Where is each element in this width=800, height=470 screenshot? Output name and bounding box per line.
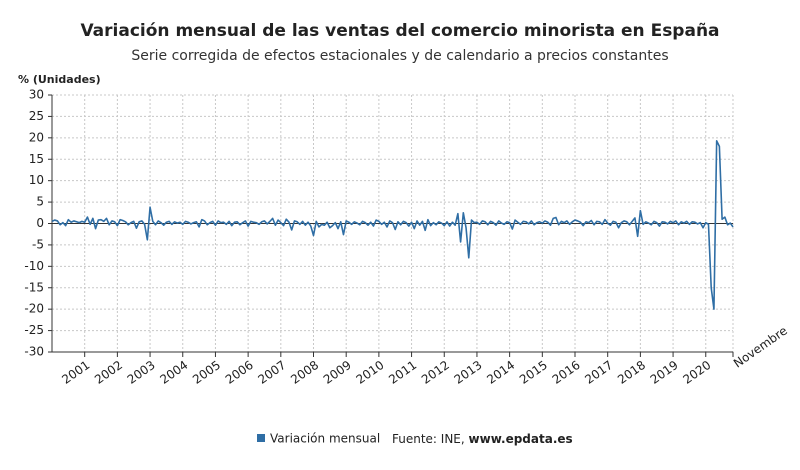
x-tick-label: 2014	[484, 358, 517, 387]
y-tick-label: -5	[32, 237, 44, 251]
x-tick-label: Novembre	[731, 323, 790, 370]
data-line	[51, 140, 734, 310]
x-tick-label: 2008	[288, 358, 321, 387]
source-site: www.epdata.es	[469, 432, 573, 446]
y-tick-label: -20	[24, 302, 44, 316]
y-tick-label: -10	[24, 259, 44, 273]
y-tick-label: -25	[24, 323, 44, 337]
x-tick-label: 2007	[255, 358, 288, 387]
y-tick-label: 15	[29, 152, 44, 166]
source: Fuente: INE, www.epdata.es	[392, 432, 573, 446]
y-tick-label: 0	[36, 216, 44, 230]
legend-label: Variación mensual	[270, 432, 380, 446]
x-tick-label: 2013	[452, 358, 485, 387]
x-tick-label: 2011	[386, 358, 419, 387]
x-tick-label: 2018	[615, 358, 648, 387]
legend-swatch	[257, 434, 265, 442]
x-tick-label: 2005	[190, 358, 223, 387]
source-label: Fuente: INE,	[392, 432, 465, 446]
x-tick-label: 2015	[517, 358, 550, 387]
x-tick-label: 2016	[550, 358, 583, 387]
y-tick-label: -30	[24, 345, 44, 359]
x-tick-label: 2009	[321, 358, 354, 387]
y-tick-label: 20	[29, 130, 44, 144]
x-tick-label: 2001	[59, 358, 92, 387]
y-tick-label: 5	[36, 195, 44, 209]
x-tick-label: 2017	[582, 358, 615, 387]
x-tick-label: 2003	[125, 358, 158, 387]
x-tick-label: 2010	[354, 358, 387, 387]
y-tick-label: -15	[24, 280, 44, 294]
y-tick-label: 30	[29, 88, 44, 102]
x-tick-label: 2002	[92, 358, 125, 387]
x-tick-label: 2004	[157, 358, 190, 387]
x-tick-label: 2012	[419, 358, 452, 387]
x-tick-label: 2019	[648, 358, 681, 387]
chart-title: Variación mensual de las ventas del come…	[80, 21, 719, 41]
x-tick-label: 2006	[223, 358, 256, 387]
x-tick-label: 2020	[680, 358, 713, 387]
chart-subtitle: Serie corregida de efectos estacionales …	[131, 48, 668, 64]
y-tick-label: 10	[29, 173, 44, 187]
y-tick-label: 25	[29, 109, 44, 123]
y-axis-label: % (Unidades)	[18, 73, 101, 86]
